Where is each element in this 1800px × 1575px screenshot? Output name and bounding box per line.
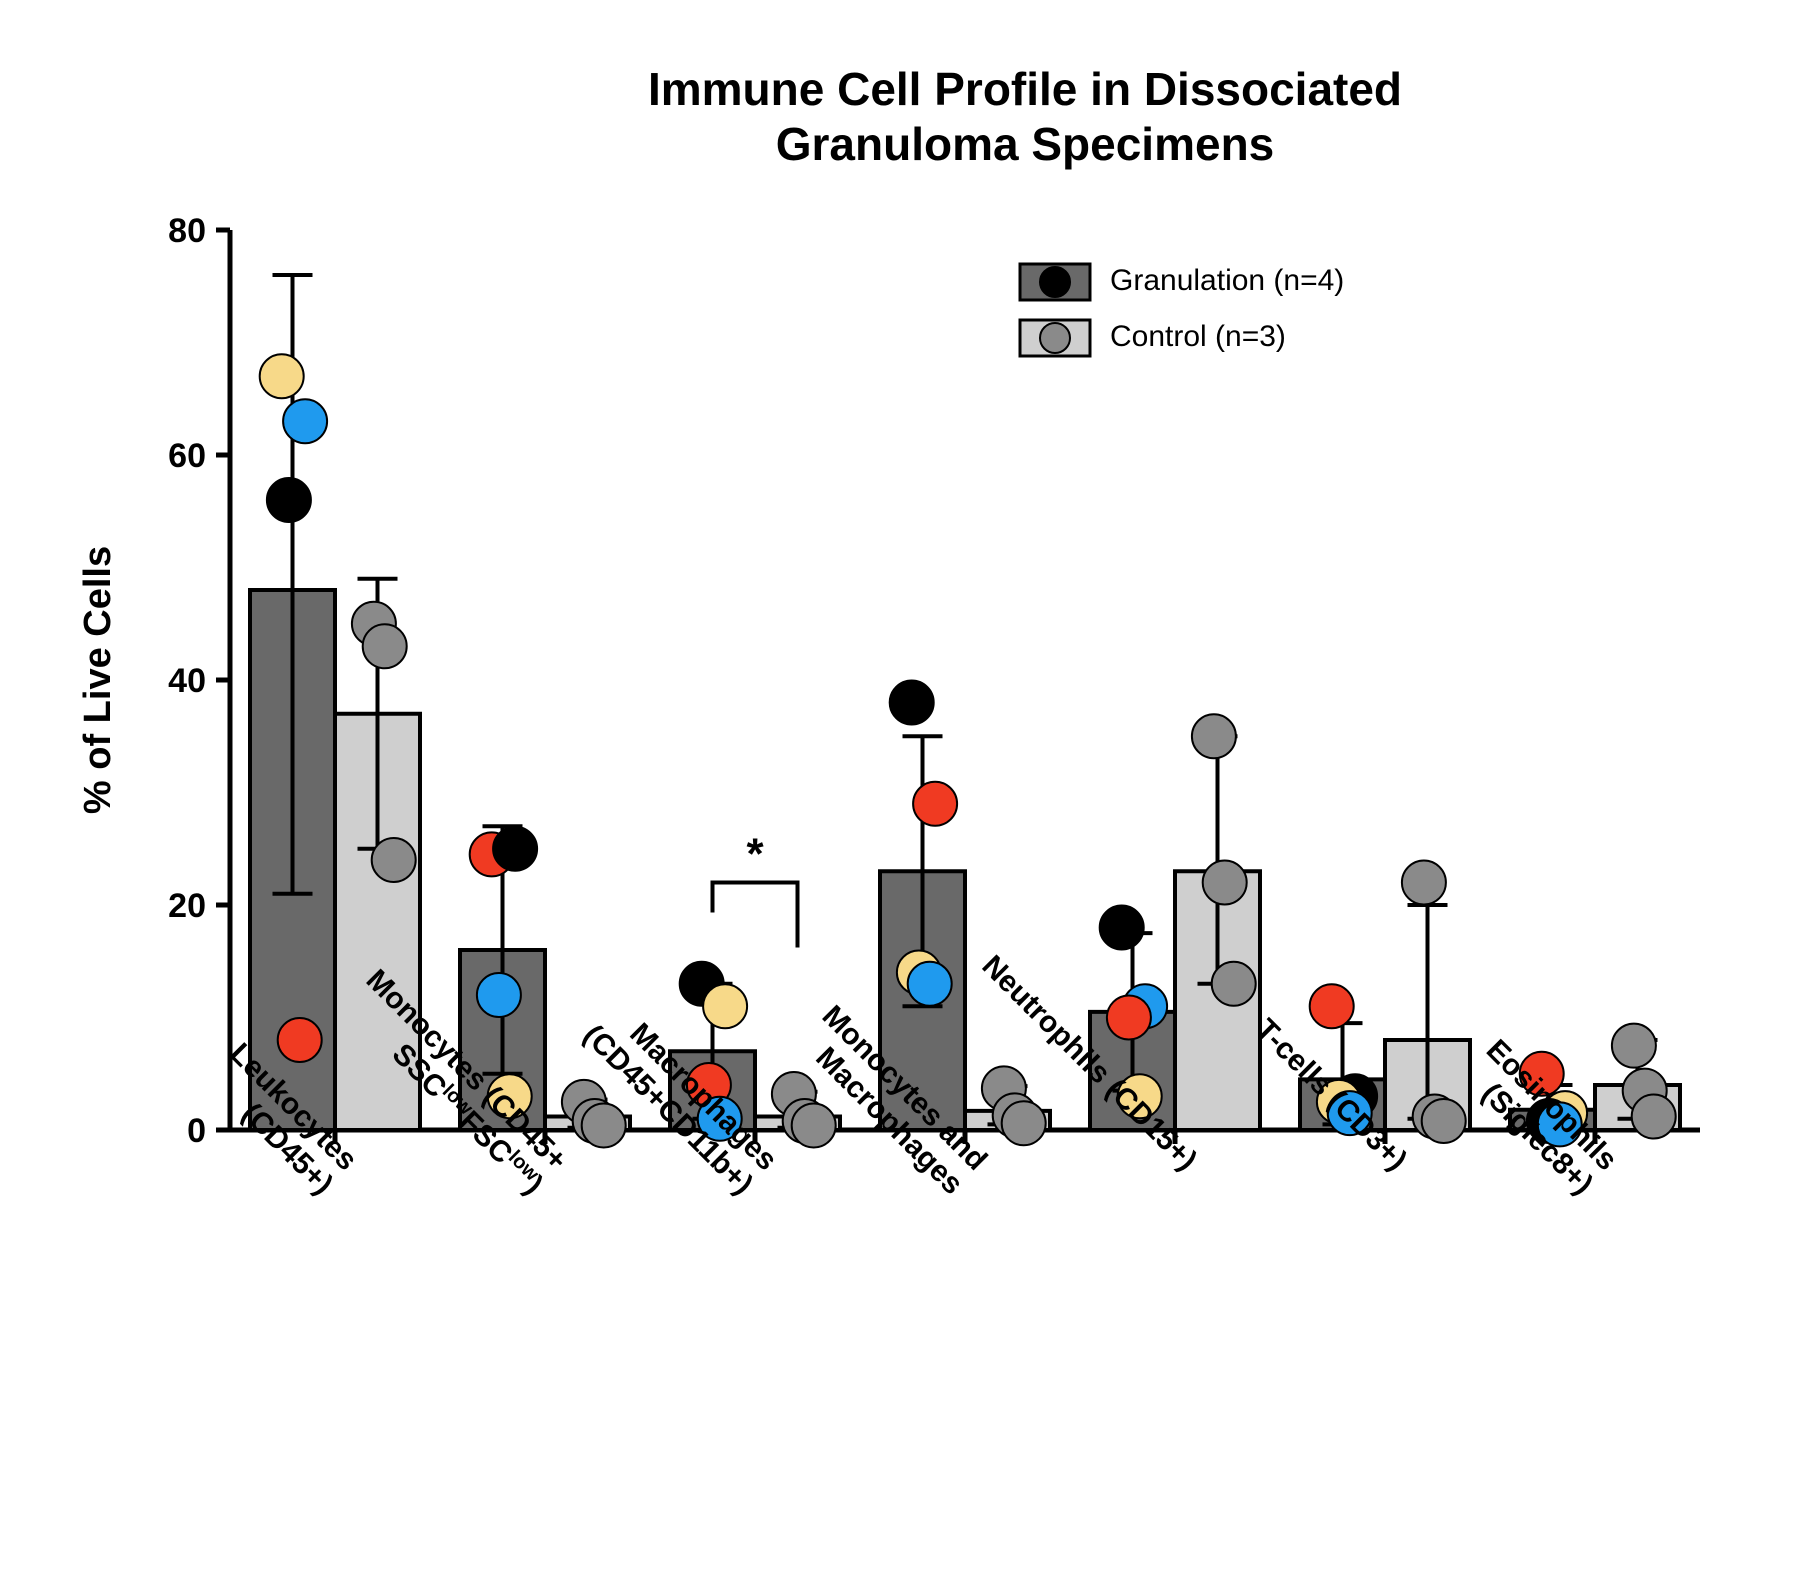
chart-container: Immune Cell Profile in DissociatedGranul… [0, 0, 1800, 1575]
data-point-granulation [1310, 984, 1354, 1028]
data-point-granulation [493, 827, 537, 871]
data-point-control [1422, 1099, 1466, 1143]
data-point-granulation [1100, 906, 1144, 950]
chart-title-line: Immune Cell Profile in Dissociated [648, 63, 1402, 115]
data-point-control [1212, 962, 1256, 1006]
data-point-control [372, 838, 416, 882]
y-axis-label: % of Live Cells [77, 546, 119, 814]
y-tick-label: 60 [168, 437, 206, 475]
y-tick-label: 80 [168, 212, 206, 250]
chart-svg: Immune Cell Profile in DissociatedGranul… [0, 0, 1800, 1575]
data-point-granulation [260, 354, 304, 398]
data-point-control [582, 1104, 626, 1148]
data-point-control [1002, 1101, 1046, 1145]
data-point-control [363, 624, 407, 668]
legend-label: Control (n=3) [1110, 320, 1286, 353]
data-point-control [1402, 861, 1446, 905]
data-point-granulation [477, 973, 521, 1017]
chart-title-line: Granuloma Specimens [776, 118, 1275, 170]
significance-bracket [713, 883, 798, 948]
legend-marker [1040, 323, 1070, 353]
data-point-granulation [913, 782, 957, 826]
data-point-control [1632, 1095, 1676, 1139]
y-tick-label: 20 [168, 887, 206, 925]
data-point-granulation [283, 399, 327, 443]
data-point-granulation [278, 1018, 322, 1062]
significance-star: * [746, 830, 764, 879]
legend-label: Granulation (n=4) [1110, 264, 1344, 297]
legend-marker [1040, 267, 1070, 297]
data-point-control [1192, 714, 1236, 758]
data-point-control [1203, 861, 1247, 905]
data-point-granulation [908, 962, 952, 1006]
data-point-control [1612, 1024, 1656, 1068]
data-point-granulation [703, 984, 747, 1028]
data-point-granulation [267, 478, 311, 522]
data-point-control [792, 1104, 836, 1148]
data-point-granulation [1107, 996, 1151, 1040]
data-point-granulation [890, 681, 934, 725]
y-tick-label: 0 [187, 1112, 206, 1150]
y-tick-label: 40 [168, 662, 206, 700]
